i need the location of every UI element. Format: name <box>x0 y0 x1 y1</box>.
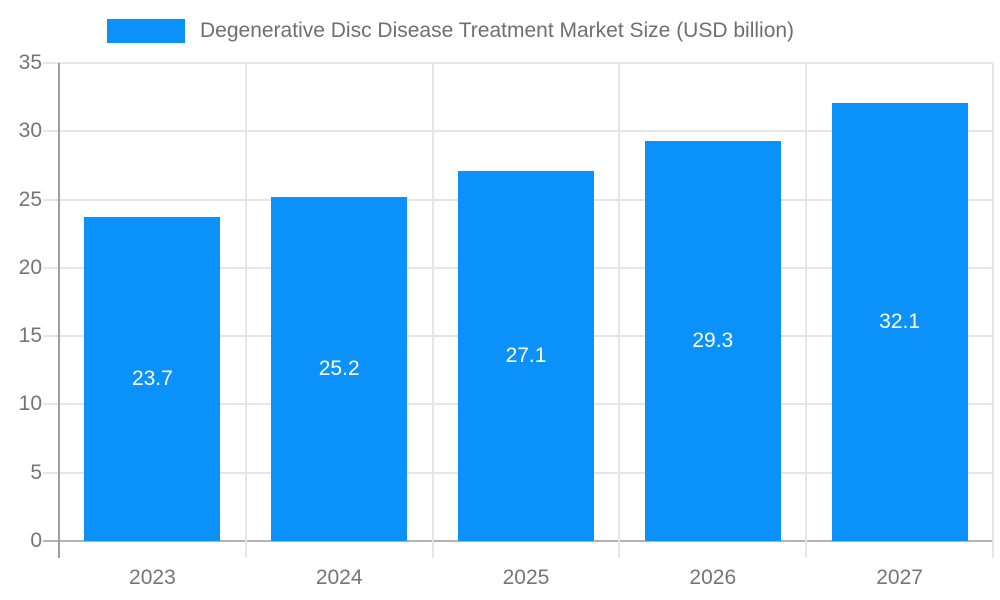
y-tick-mark <box>43 403 59 406</box>
gridline-h <box>59 62 993 64</box>
x-axis-label-2024: 2024 <box>315 566 363 589</box>
y-tick-label: 30 <box>18 119 42 143</box>
y-tick-mark <box>43 540 59 542</box>
y-tick-mark <box>43 130 59 133</box>
gridline-v <box>992 63 994 558</box>
bar-value-label: 23.7 <box>131 367 173 391</box>
x-axis-label-2025: 2025 <box>502 566 550 589</box>
y-tick-mark <box>43 198 59 201</box>
bar-2023[interactable]: 23.7 <box>84 217 221 541</box>
y-tick-label: 20 <box>18 255 42 279</box>
bar-value-label: 27.1 <box>505 343 547 367</box>
legend-swatch <box>107 19 185 43</box>
gridline-v <box>805 63 808 558</box>
x-axis-label-2023: 2023 <box>129 566 176 589</box>
bar-2026[interactable]: 29.3 <box>644 140 781 541</box>
chart-title: Degenerative Disc Disease Treatment Mark… <box>200 19 795 42</box>
gridline-v <box>244 63 247 558</box>
y-tick-label: 35 <box>18 51 42 74</box>
bar-2025[interactable]: 27.1 <box>458 170 594 541</box>
gridline-v <box>618 63 621 558</box>
y-tick-mark <box>43 266 59 269</box>
x-axis-label-2027: 2027 <box>876 566 923 589</box>
y-tick-label: 5 <box>30 460 42 484</box>
bar-value-label: 32.1 <box>879 309 921 333</box>
bar-value-label: 29.3 <box>692 328 734 352</box>
y-tick-mark <box>43 335 59 338</box>
y-tick-mark <box>43 471 59 474</box>
bar-2027[interactable]: 32.1 <box>831 102 968 541</box>
y-tick-label: 0 <box>30 529 42 552</box>
x-axis-label-2026: 2026 <box>689 566 737 589</box>
bar-value-label: 25.2 <box>318 356 360 380</box>
y-axis-line <box>58 63 60 558</box>
gridline-h <box>59 540 993 542</box>
gridline-v <box>431 63 434 558</box>
y-tick-label: 15 <box>18 324 42 348</box>
y-tick-label: 10 <box>18 392 42 416</box>
bar-2024[interactable]: 25.2 <box>271 196 408 541</box>
y-tick-mark <box>43 62 59 64</box>
y-tick-label: 25 <box>18 187 42 211</box>
gridline-h <box>59 130 993 133</box>
